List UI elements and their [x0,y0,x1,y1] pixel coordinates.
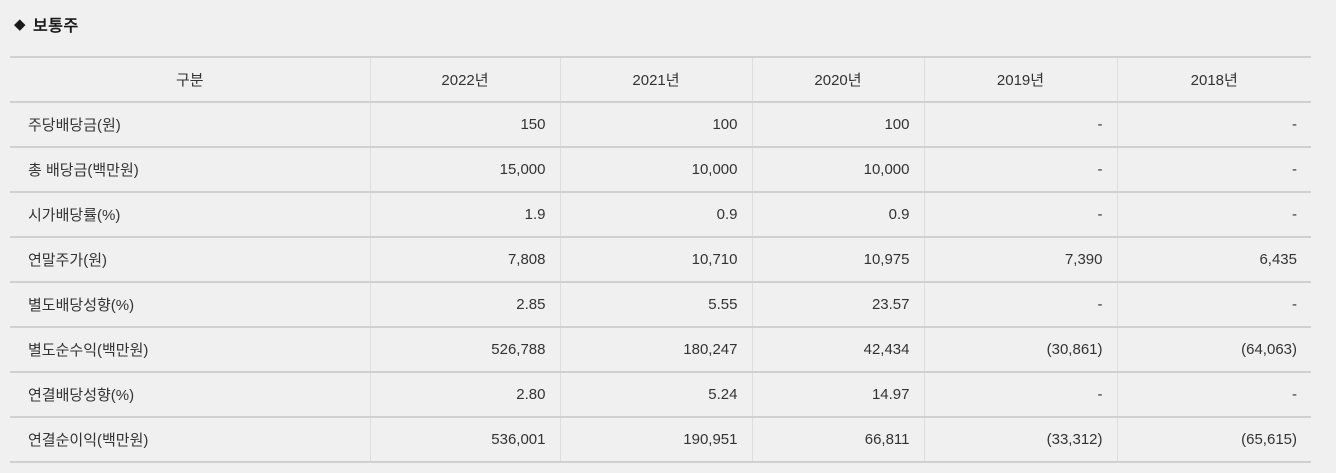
cell-value: 5.55 [559,281,752,327]
cell-value: 150 [369,101,560,147]
cell-value: 526,788 [369,326,560,372]
cell-value: - [1116,101,1311,147]
section-title: ◆ 보통주 [14,12,1336,36]
table-row: 시가배당률(%) 1.9 0.9 0.9- - [10,191,1311,237]
cell-value: 1.9 [369,191,560,237]
cell-value: 180,247 [559,326,752,372]
cell-value: 536,001 [369,416,560,463]
column-header-2021: 2021년 [559,56,752,102]
cell-value: 100 [559,101,752,147]
table-row: 별도순수익(백만원) 526,788 180,247 42,434 (30,861) (6… [10,326,1311,372]
cell-value: 15,000 [369,146,560,192]
cell-value: 10,975 [751,236,924,282]
row-label: 별도순수익(백만원) [10,326,370,372]
cell-value: - [923,281,1117,327]
cell-value: 100 [751,101,924,147]
row-label: 총 배당금(백만원) [10,146,370,192]
section-title-label: 보통주 [33,18,79,35]
cell-value: - [1116,371,1311,417]
cell-value: 0.9 [751,191,924,237]
column-header-2019: 2019년 [923,56,1117,102]
cell-value: (65,615) [1116,416,1311,463]
cell-value: - [1116,281,1311,327]
row-label: 연결배당성향(%) [10,371,370,417]
row-label: 시가배당률(%) [10,191,370,237]
cell-value: 14.97 [751,371,924,417]
cell-value: 7,390 [923,236,1117,282]
row-label: 연결순이익(백만원) [10,416,370,463]
table-row: 별도배당성향(%) 2.85 5.55 23.57- - [10,281,1311,327]
cell-value: 2.85 [369,281,560,327]
cell-value: 2.80 [369,371,560,417]
cell-value: - [923,101,1117,147]
column-header-2018: 2018년 [1116,56,1311,102]
common-stock-dividend-table: 구분 2022년 2021년 2020년 2019년 2018년 주당배당금(원… [10,56,1311,463]
cell-value: (64,063) [1116,326,1311,372]
row-label: 연말주가(원) [10,236,370,282]
cell-value: 10,000 [559,146,752,192]
cell-value: - [1116,191,1311,237]
cell-value: 5.24 [559,371,752,417]
row-label: 별도배당성향(%) [10,281,370,327]
cell-value: - [923,146,1117,192]
cell-value: - [923,371,1117,417]
cell-value: 6,435 [1116,236,1311,282]
column-header-2020: 2020년 [751,56,924,102]
header-row: 구분 2022년 2021년 2020년 2019년 2018년 [10,56,1311,102]
cell-value: 66,811 [751,416,924,463]
diamond-bullet-icon: ◆ [14,15,27,33]
column-header-2022: 2022년 [369,56,560,102]
table-row: 연결순이익(백만원) 536,001 190,951 66,811 (33,312) (6… [10,416,1311,463]
cell-value: - [1116,146,1311,192]
cell-value: 10,710 [559,236,752,282]
cell-value: (30,861) [923,326,1117,372]
cell-value: 7,808 [369,236,560,282]
table-row: 연말주가(원) 7,808 10,710 10,975 7,390 6,435 [10,236,1311,282]
table-row: 총 배당금(백만원) 15,000 10,000 10,000- - [10,146,1311,192]
cell-value: 190,951 [559,416,752,463]
table-row: 연결배당성향(%) 2.80 5.24 14.97- - [10,371,1311,417]
cell-value: - [923,191,1117,237]
cell-value: 42,434 [751,326,924,372]
table-row: 주당배당금(원) 150 100 100- - [10,101,1311,147]
cell-value: 10,000 [751,146,924,192]
row-label: 주당배당금(원) [10,101,370,147]
column-header-category: 구분 [10,56,370,102]
cell-value: 23.57 [751,281,924,327]
cell-value: 0.9 [559,191,752,237]
cell-value: (33,312) [923,416,1117,463]
